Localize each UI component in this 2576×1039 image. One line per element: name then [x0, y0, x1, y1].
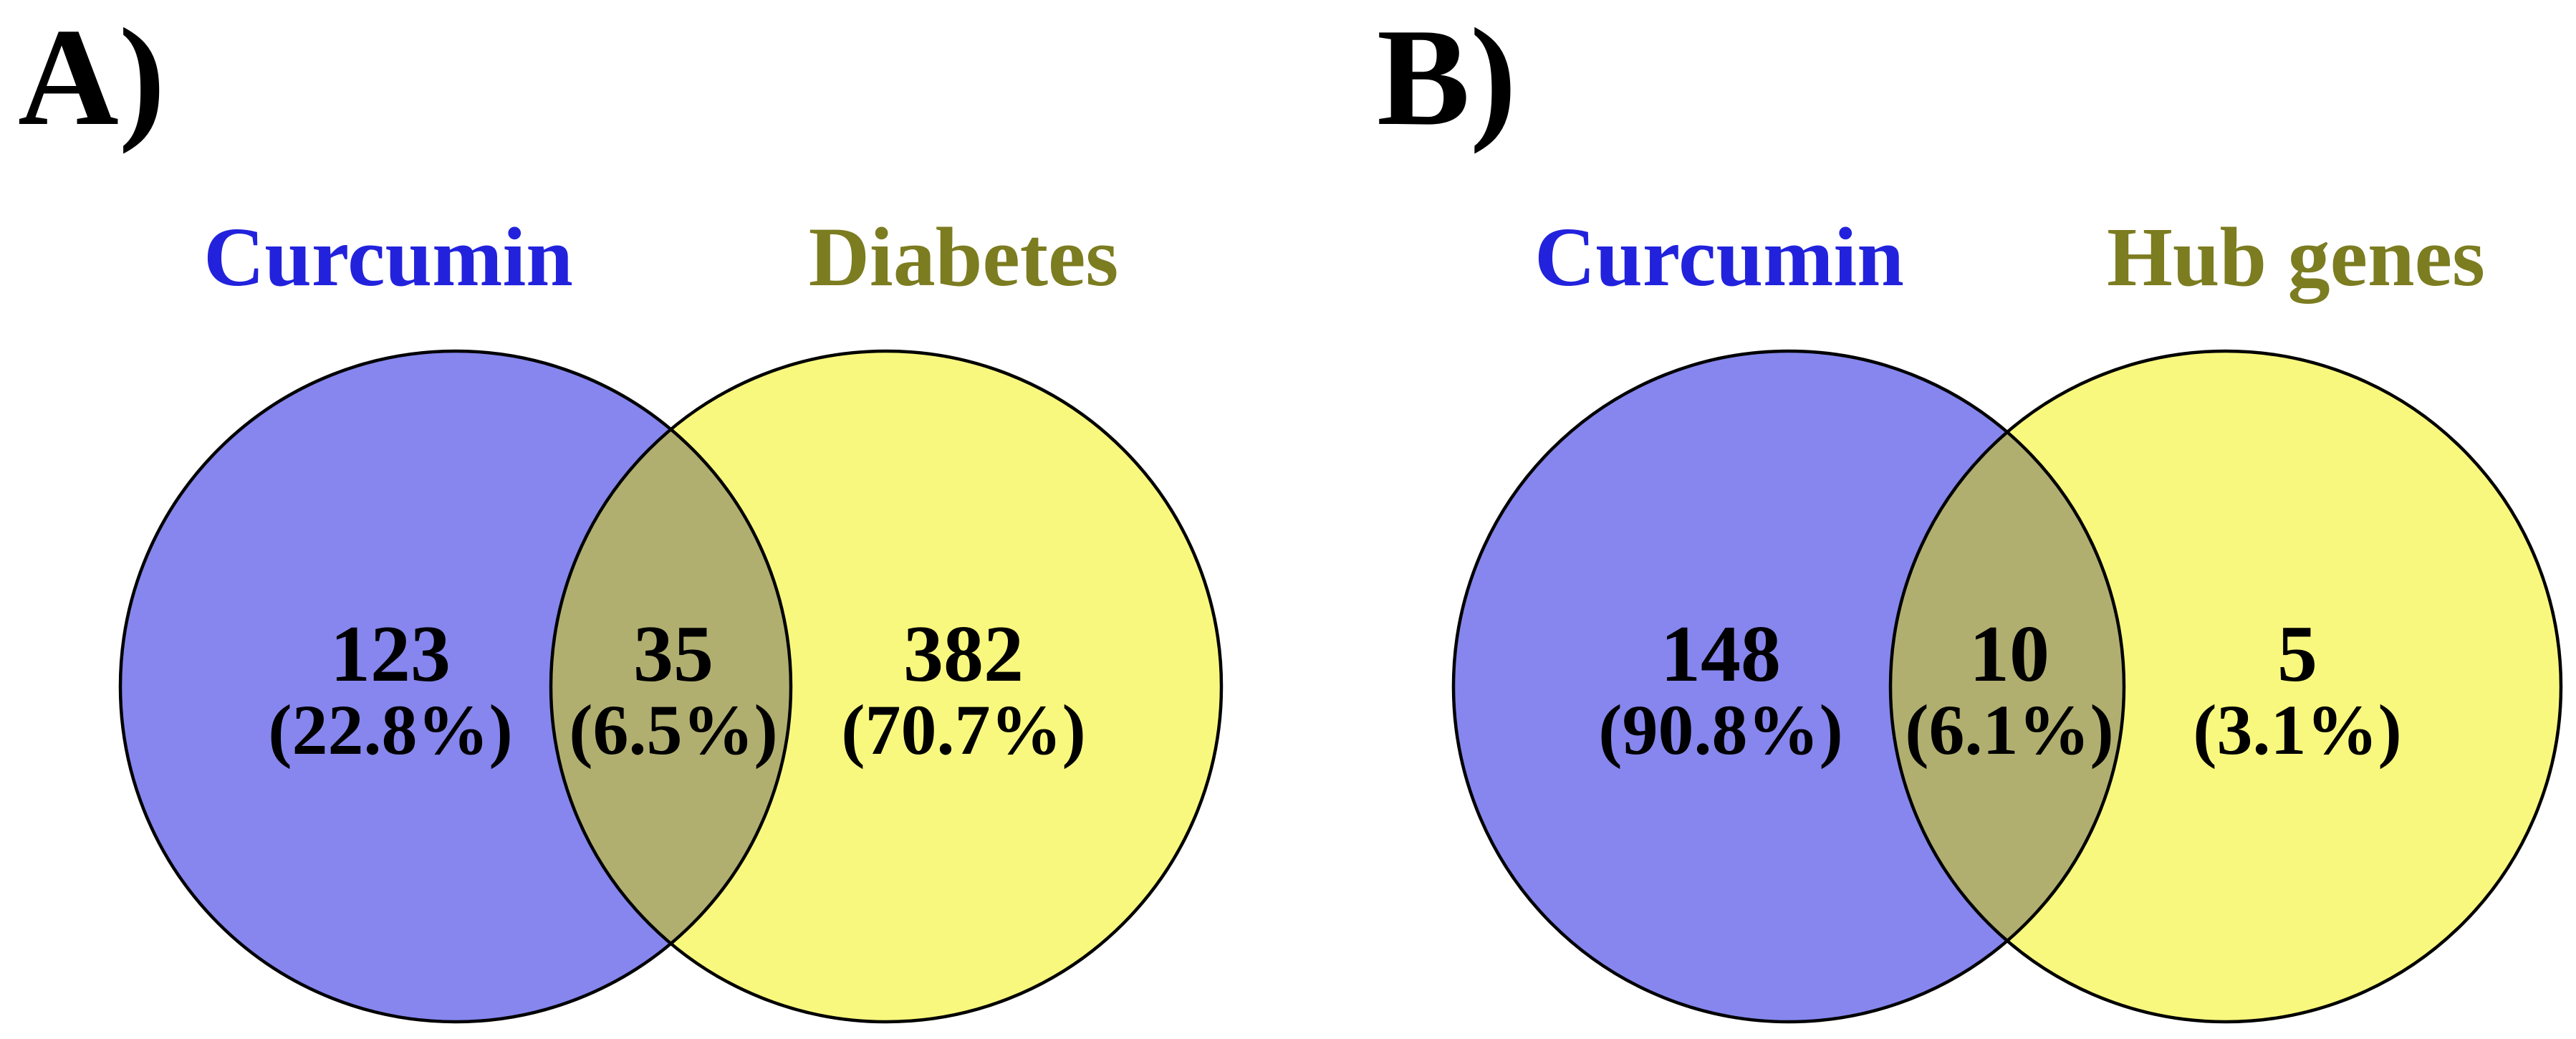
panel-a-left-set-label: Curcumin	[203, 210, 573, 304]
panel-a-overlap-region	[551, 351, 791, 1022]
panel-a-overlap-percent: (6.5%)	[569, 690, 778, 770]
panel-a-left-circle-outline	[118, 349, 793, 1024]
panel-b-overlap-region	[1890, 351, 2124, 1022]
panel-a: A) Curcumin Diabetes 123 (22.8%) 35 (6.5…	[18, 0, 1224, 1024]
panel-a-letter: A)	[18, 0, 165, 155]
panel-b-left-only-count: 148	[1661, 610, 1781, 699]
panel-b-overlap-percent: (6.1%)	[1905, 690, 2114, 770]
panel-b-left-circle-outline	[1451, 349, 2126, 1024]
panel-a-left-only-count: 123	[330, 610, 451, 699]
panel-a-left-only-percent: (22.8%)	[268, 690, 513, 770]
panel-b-right-set-label: Hub genes	[2107, 210, 2485, 304]
panel-b-left-only-percent: (90.8%)	[1598, 690, 1843, 770]
panel-b-overlap-count: 10	[1969, 610, 2049, 699]
panel-b-right-circle-outline	[1888, 349, 2563, 1024]
panel-b: B) Curcumin Hub genes 148 (90.8%) 10 (6.…	[1377, 0, 2563, 1024]
panel-b-right-only-count: 5	[2277, 610, 2317, 699]
panel-b-right-only-percent: (3.1%)	[2193, 690, 2402, 770]
panel-b-letter: B)	[1377, 0, 1517, 155]
panel-a-right-only-percent: (70.7%)	[841, 690, 1086, 770]
panel-a-right-circle-outline	[549, 349, 1224, 1024]
panel-a-overlap-count: 35	[633, 610, 713, 699]
panel-a-right-set-label: Diabetes	[809, 210, 1119, 304]
panel-b-left-set-label: Curcumin	[1534, 210, 1904, 304]
panel-a-right-only-count: 382	[903, 610, 1024, 699]
